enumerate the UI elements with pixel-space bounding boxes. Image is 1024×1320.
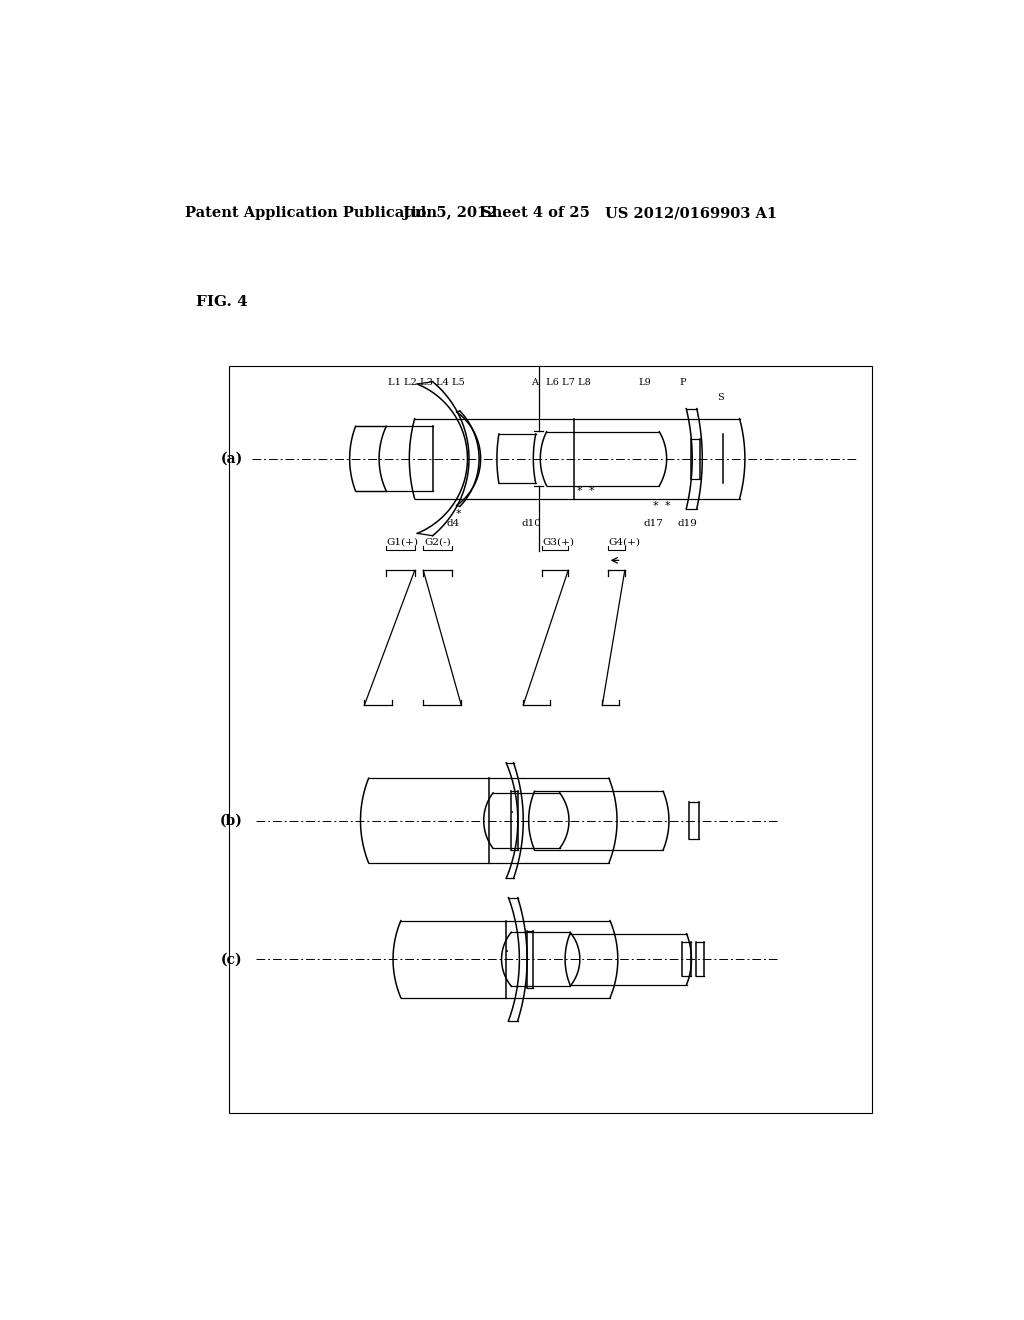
Text: (c): (c) — [221, 952, 243, 966]
Text: US 2012/0169903 A1: US 2012/0169903 A1 — [604, 206, 777, 220]
Text: d17: d17 — [643, 519, 664, 528]
Text: *: * — [665, 502, 671, 511]
Text: G1(+): G1(+) — [387, 537, 419, 546]
Text: .: . — [505, 941, 509, 954]
Text: L6 L7 L8: L6 L7 L8 — [543, 378, 591, 387]
Text: A: A — [531, 378, 538, 387]
Text: *: * — [456, 508, 461, 519]
Text: d4: d4 — [446, 519, 460, 528]
Bar — [228, 367, 872, 1113]
Text: d19: d19 — [678, 519, 697, 528]
Text: *: * — [653, 502, 658, 511]
Text: d10: d10 — [521, 519, 541, 528]
Text: FIG. 4: FIG. 4 — [197, 296, 248, 309]
Text: .: . — [509, 803, 514, 816]
Text: *: * — [577, 486, 582, 495]
Text: *: * — [589, 486, 594, 495]
Text: G3(+): G3(+) — [543, 537, 574, 546]
Text: (b): (b) — [220, 813, 243, 828]
Text: G4(+): G4(+) — [608, 537, 640, 546]
Text: L9: L9 — [638, 378, 650, 387]
Text: Sheet 4 of 25: Sheet 4 of 25 — [480, 206, 590, 220]
Text: P: P — [680, 378, 686, 387]
Text: L1 L2 L3 L4 L5: L1 L2 L3 L4 L5 — [388, 378, 464, 387]
Text: G2(-): G2(-) — [425, 537, 452, 546]
Text: Jul. 5, 2012: Jul. 5, 2012 — [403, 206, 498, 220]
Text: S: S — [717, 393, 724, 403]
Text: Patent Application Publication: Patent Application Publication — [184, 206, 436, 220]
Text: (a): (a) — [220, 451, 243, 466]
